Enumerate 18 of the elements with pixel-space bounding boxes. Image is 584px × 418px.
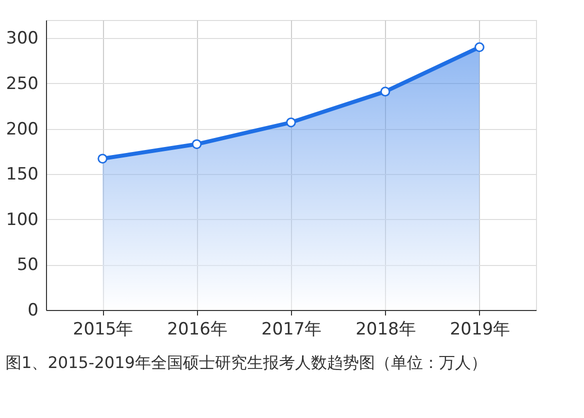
point bbox=[192, 139, 202, 150]
x-tick-label: 2015年 bbox=[72, 320, 134, 340]
y-tick-label: 50 bbox=[16, 255, 38, 276]
point bbox=[474, 42, 484, 52]
y-tick-label: 300 bbox=[6, 28, 38, 49]
point bbox=[98, 154, 108, 164]
point bbox=[380, 86, 390, 97]
x-tick-label: 2016年 bbox=[167, 320, 228, 340]
x-tick-label: 2018年 bbox=[356, 320, 416, 340]
y-tick-label: 0 bbox=[28, 300, 38, 320]
y-tick-label: 150 bbox=[6, 164, 38, 185]
x-tick-label: 2019年 bbox=[450, 320, 510, 340]
y-tick-label: 250 bbox=[6, 74, 38, 94]
text: 图1、2015-2019年全国硕士研究生报考人数趋势图（单位：万人） bbox=[6, 353, 487, 372]
y-tick-label: 100 bbox=[6, 210, 38, 230]
y-tick-label: 200 bbox=[6, 119, 38, 140]
point bbox=[286, 117, 296, 128]
x-tick-label: 2017年 bbox=[261, 320, 322, 340]
